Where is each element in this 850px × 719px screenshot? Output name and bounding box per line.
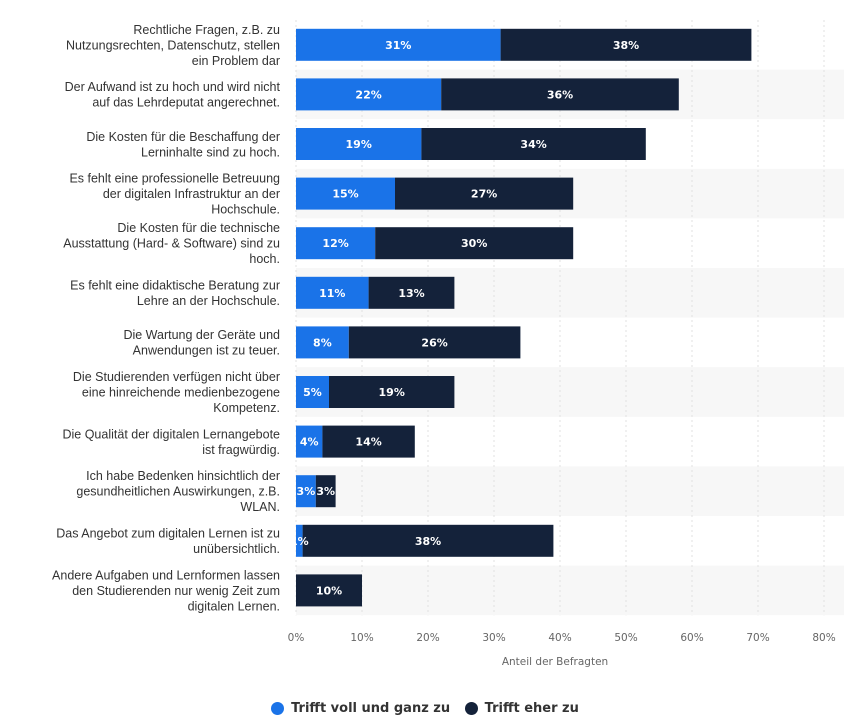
bar-value-label: 3%	[316, 485, 335, 498]
category-label: Der Aufwand ist zu hoch und wird nicht au…	[65, 80, 281, 110]
row-band	[296, 466, 844, 516]
bar-series-2[interactable]	[421, 128, 646, 160]
bar-value-label: 15%	[332, 188, 358, 201]
bar-series-2[interactable]	[315, 475, 336, 508]
bar-value-label: 34%	[520, 138, 546, 151]
bar-value-label: 14%	[355, 436, 381, 449]
bar-series-1[interactable]	[296, 475, 316, 508]
bar-value-label: 38%	[613, 39, 639, 52]
legend-marker-series-1	[271, 702, 285, 715]
bar-value-label: 8%	[313, 336, 332, 349]
bar-value-label: 13%	[398, 287, 424, 300]
legend-item-series-1[interactable]: Trifft voll und ganz zu	[271, 701, 450, 716]
bar-series-1[interactable]	[296, 227, 376, 260]
category-label: Die Qualität der digitalen Lernangebote i…	[62, 427, 280, 457]
bar-series-2[interactable]	[441, 78, 679, 111]
x-axis-title: Anteil der Befragten	[502, 656, 608, 668]
bar-value-label: 26%	[421, 336, 447, 349]
x-tick-label: 80%	[812, 632, 835, 644]
bar-value-label: 3%	[297, 485, 316, 498]
bar-value-label: 19%	[346, 138, 372, 151]
bar-value-label: 22%	[355, 88, 381, 101]
category-label: Die Kosten für die technische Ausstattung…	[63, 221, 280, 266]
bar-value-label: 27%	[471, 188, 497, 201]
category-label: Das Angebot zum digitalen Lernen ist zu u…	[56, 527, 280, 557]
category-label: Die Wartung der Geräte und Anwendungen is…	[123, 328, 280, 358]
x-tick-label: 10%	[350, 632, 373, 644]
bar-series-1[interactable]	[296, 78, 442, 111]
bar-value-label: 12%	[322, 237, 348, 250]
bar-series-2[interactable]	[500, 28, 752, 61]
bar-value-label: 19%	[379, 386, 405, 399]
stacked-bar-chart: 31% 38% 22% 36% 19% 34% 15% 27% 12% 30% 11% 13% 8% 26…	[52, 20, 844, 668]
x-tick-label: 30%	[482, 632, 505, 644]
category-label: Die Kosten für die Beschaffung der Lernin…	[86, 130, 280, 160]
row-band	[296, 565, 844, 616]
bar-series-1[interactable]	[296, 425, 323, 458]
x-tick-label: 50%	[614, 632, 637, 644]
bar-value-label: 31%	[385, 39, 411, 52]
bar-series-2[interactable]	[368, 276, 455, 309]
category-label: Die Studierenden verfügen nicht über eine…	[73, 370, 280, 415]
bar-value-label: 30%	[461, 237, 487, 250]
bar-series-2[interactable]	[395, 177, 574, 210]
legend: Trifft voll und ganz zu Trifft eher zu	[0, 701, 850, 719]
bar-value-label: 1%	[290, 535, 309, 548]
bar-series-2[interactable]	[322, 425, 415, 458]
category-label: Andere Aufgaben und Lernformen lassen den…	[52, 568, 280, 613]
bar-value-label: 5%	[303, 386, 322, 399]
x-tick-label: 40%	[548, 632, 571, 644]
bar-value-label: 38%	[415, 535, 441, 548]
x-tick-label: 70%	[746, 632, 769, 644]
bar-series-1[interactable]	[296, 177, 395, 210]
category-label: Es fehlt eine professionelle Betreuung de…	[69, 172, 280, 217]
x-tick-label: 60%	[680, 632, 703, 644]
bar-value-label: 11%	[319, 287, 345, 300]
bar-series-2[interactable]	[348, 326, 521, 359]
bar-value-label: 36%	[547, 88, 573, 101]
bar-series-1[interactable]	[296, 376, 329, 408]
bar-series-1[interactable]	[296, 326, 349, 359]
category-label: Ich habe Bedenken hinsichtlich der gesund…	[76, 469, 280, 514]
bar-value-label: 10%	[316, 584, 342, 597]
category-label: Es fehlt eine didaktische Beratung zur Le…	[70, 279, 280, 309]
bar-series-2[interactable]	[329, 376, 455, 408]
x-tick-label: 0%	[288, 632, 305, 644]
legend-label-series-2: Trifft eher zu	[484, 701, 579, 716]
bar-series-1[interactable]	[296, 128, 422, 160]
bar-series-2[interactable]	[302, 524, 554, 557]
bar-series-1[interactable]	[296, 276, 369, 309]
category-label: Rechtliche Fragen, z.B. zu Nutzungsrechte…	[66, 23, 280, 68]
x-tick-label: 20%	[416, 632, 439, 644]
bar-series-2[interactable]	[296, 574, 362, 607]
bar-series-1[interactable]	[296, 524, 303, 557]
legend-marker-series-2	[464, 702, 478, 715]
bar-series-2[interactable]	[375, 227, 574, 260]
bar-series-1[interactable]	[296, 28, 501, 61]
legend-label-series-1: Trifft voll und ganz zu	[291, 701, 451, 716]
bar-value-label: 4%	[300, 436, 319, 449]
legend-item-series-2[interactable]: Trifft eher zu	[464, 701, 579, 716]
